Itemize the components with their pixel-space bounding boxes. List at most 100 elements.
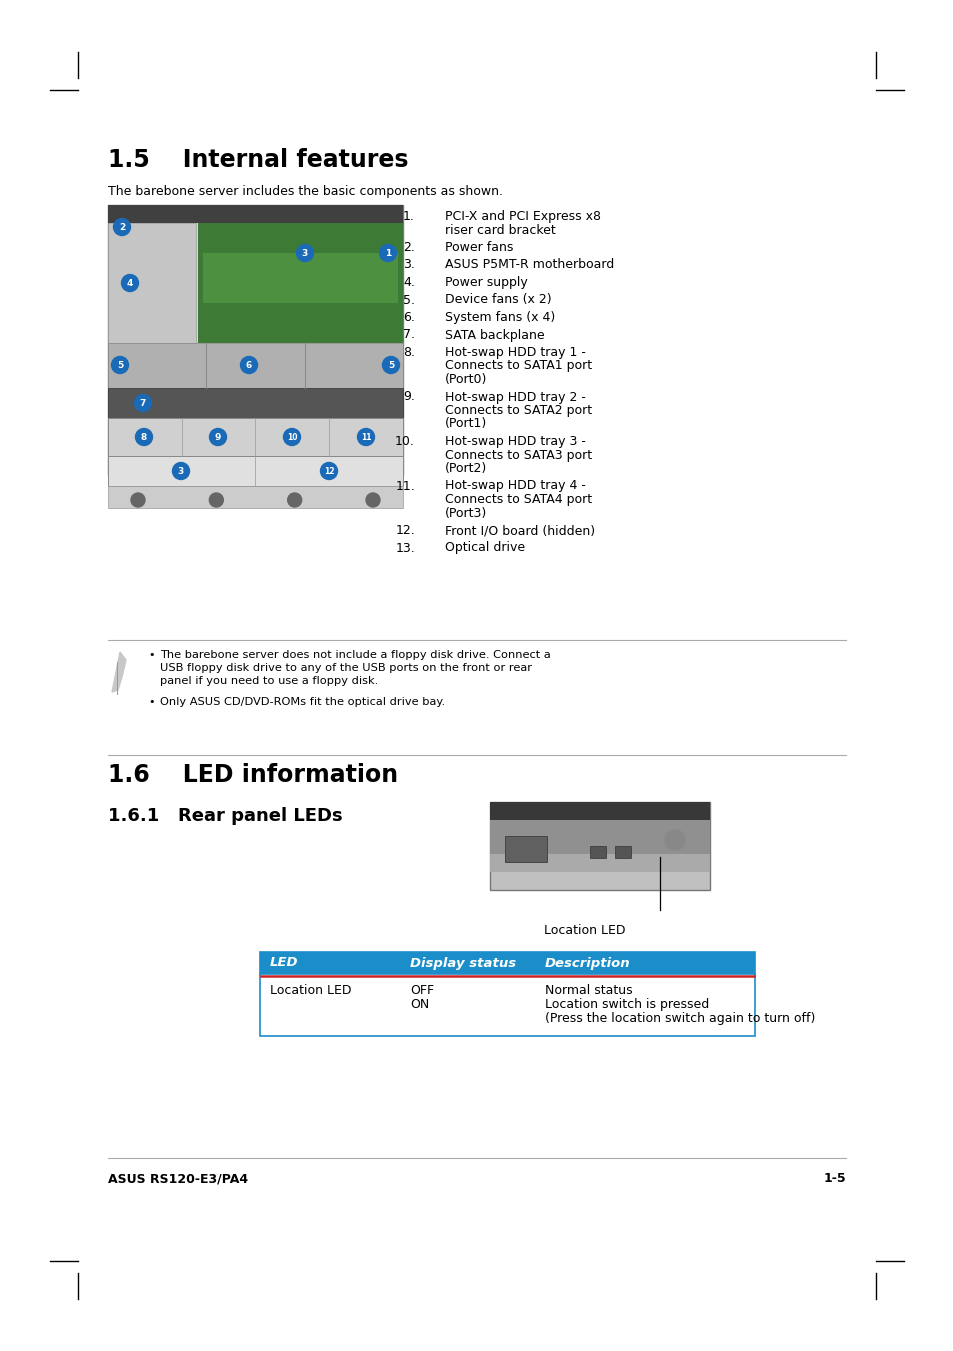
Bar: [108, 205, 402, 476]
Text: Optical drive: Optical drive: [444, 542, 524, 554]
Text: Hot-swap HDD tray 4 -: Hot-swap HDD tray 4 -: [444, 480, 585, 493]
Circle shape: [131, 493, 145, 507]
Text: 7.: 7.: [402, 328, 415, 342]
Text: 1: 1: [384, 249, 391, 258]
Bar: [108, 417, 402, 457]
Text: LED: LED: [270, 957, 298, 970]
Text: ON: ON: [410, 998, 429, 1011]
Text: 5.: 5.: [402, 293, 415, 307]
Text: 1.6    LED information: 1.6 LED information: [108, 763, 397, 788]
Text: 1.5    Internal features: 1.5 Internal features: [108, 149, 408, 172]
Text: (Press the location switch again to turn off): (Press the location switch again to turn…: [544, 1012, 815, 1025]
Text: Connects to SATA1 port: Connects to SATA1 port: [444, 359, 592, 373]
Text: System fans (x 4): System fans (x 4): [444, 311, 555, 324]
Text: ASUS RS120-E3/PA4: ASUS RS120-E3/PA4: [108, 1173, 248, 1185]
Text: 10.: 10.: [395, 435, 415, 449]
Bar: [108, 486, 402, 508]
Text: 2: 2: [119, 223, 125, 231]
Text: 7: 7: [140, 399, 146, 408]
Text: The barebone server does not include a floppy disk drive. Connect a: The barebone server does not include a f…: [160, 650, 550, 661]
Text: •: •: [148, 650, 154, 661]
Circle shape: [240, 357, 257, 373]
Bar: [108, 388, 402, 417]
Text: Hot-swap HDD tray 3 -: Hot-swap HDD tray 3 -: [444, 435, 585, 449]
Text: 5: 5: [388, 361, 394, 370]
Text: 2.: 2.: [403, 240, 415, 254]
Text: Connects to SATA3 port: Connects to SATA3 port: [444, 449, 592, 462]
Circle shape: [288, 493, 301, 507]
Bar: [203, 253, 397, 303]
Bar: [490, 820, 709, 867]
Text: Location LED: Location LED: [543, 924, 625, 938]
Text: Connects to SATA4 port: Connects to SATA4 port: [444, 493, 592, 507]
Text: (Port1): (Port1): [444, 417, 487, 431]
Circle shape: [296, 245, 314, 262]
Text: 12: 12: [323, 466, 334, 476]
Circle shape: [357, 428, 375, 446]
Text: 6.: 6.: [403, 311, 415, 324]
Text: 4.: 4.: [403, 276, 415, 289]
Text: Hot-swap HDD tray 2 -: Hot-swap HDD tray 2 -: [444, 390, 585, 404]
Text: Power supply: Power supply: [444, 276, 527, 289]
Bar: [490, 802, 709, 820]
Text: SATA backplane: SATA backplane: [444, 328, 544, 342]
Text: The barebone server includes the basic components as shown.: The barebone server includes the basic c…: [108, 185, 502, 199]
Text: 3: 3: [177, 466, 184, 476]
Bar: [589, 846, 605, 858]
Text: Only ASUS CD/DVD-ROMs fit the optical drive bay.: Only ASUS CD/DVD-ROMs fit the optical dr…: [160, 697, 445, 707]
Text: panel if you need to use a floppy disk.: panel if you need to use a floppy disk.: [160, 676, 377, 686]
Circle shape: [210, 428, 226, 446]
Circle shape: [209, 493, 223, 507]
Circle shape: [320, 462, 337, 480]
Bar: [198, 223, 402, 343]
Bar: [490, 854, 709, 871]
Text: •: •: [148, 697, 154, 707]
Text: ASUS P5MT-R motherboard: ASUS P5MT-R motherboard: [444, 258, 614, 272]
Text: Device fans (x 2): Device fans (x 2): [444, 293, 551, 307]
Circle shape: [366, 493, 379, 507]
Circle shape: [112, 357, 129, 373]
Text: 5: 5: [117, 361, 123, 370]
Text: 12.: 12.: [395, 524, 415, 536]
Text: 9: 9: [214, 432, 221, 442]
Text: (Port3): (Port3): [444, 507, 487, 520]
Text: Connects to SATA2 port: Connects to SATA2 port: [444, 404, 592, 417]
Text: riser card bracket: riser card bracket: [444, 223, 556, 236]
Bar: [260, 974, 754, 1036]
Bar: [490, 802, 709, 890]
Text: Power fans: Power fans: [444, 240, 513, 254]
Text: Location switch is pressed: Location switch is pressed: [544, 998, 708, 1011]
Text: USB floppy disk drive to any of the USB ports on the front or rear: USB floppy disk drive to any of the USB …: [160, 663, 532, 673]
Polygon shape: [112, 653, 126, 692]
Circle shape: [382, 357, 399, 373]
Text: Normal status: Normal status: [544, 984, 632, 997]
Text: 1-5: 1-5: [822, 1173, 845, 1185]
Text: PCI-X and PCI Express x8: PCI-X and PCI Express x8: [444, 209, 600, 223]
Circle shape: [664, 830, 684, 850]
Text: 11: 11: [360, 432, 371, 442]
Text: 11.: 11.: [395, 480, 415, 493]
Bar: [615, 846, 630, 858]
Circle shape: [121, 274, 138, 292]
Text: OFF: OFF: [410, 984, 434, 997]
Circle shape: [379, 245, 396, 262]
Text: Hot-swap HDD tray 1 -: Hot-swap HDD tray 1 -: [444, 346, 585, 359]
Circle shape: [135, 428, 152, 446]
Text: 1.: 1.: [403, 209, 415, 223]
Bar: [108, 223, 195, 343]
Text: 1.6.1   Rear panel LEDs: 1.6.1 Rear panel LEDs: [108, 807, 342, 825]
Bar: [108, 343, 402, 388]
Text: 3: 3: [301, 249, 308, 258]
Text: Description: Description: [544, 957, 630, 970]
Text: 8: 8: [141, 432, 147, 442]
Bar: [260, 952, 754, 974]
Bar: [108, 205, 402, 223]
Text: 10: 10: [287, 432, 297, 442]
Circle shape: [113, 219, 131, 235]
Text: Display status: Display status: [410, 957, 516, 970]
Text: 6: 6: [246, 361, 252, 370]
Bar: [108, 457, 402, 486]
Text: 9.: 9.: [403, 390, 415, 404]
Text: Location LED: Location LED: [270, 984, 351, 997]
Text: Front I/O board (hidden): Front I/O board (hidden): [444, 524, 595, 536]
